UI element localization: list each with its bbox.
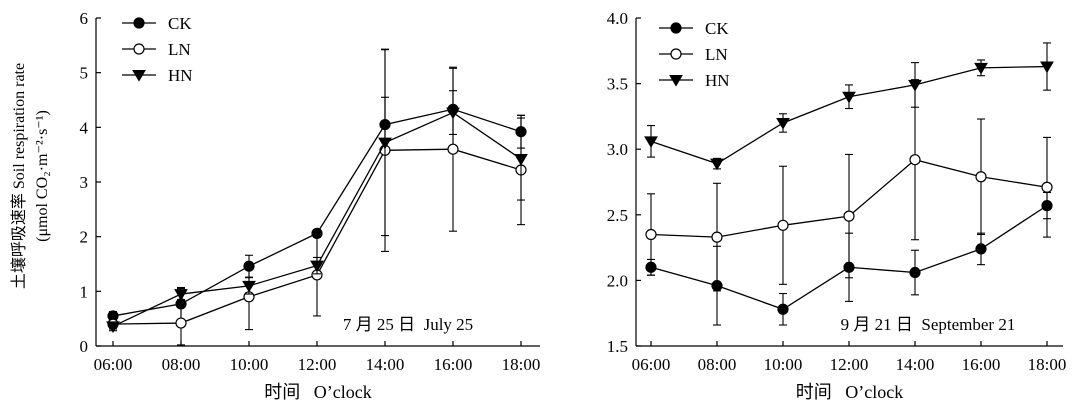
x-tick-label: 12:00 <box>298 355 337 374</box>
data-point <box>106 321 120 334</box>
data-point <box>175 317 187 329</box>
y-tick-label: 4 <box>80 118 89 137</box>
data-point <box>174 289 188 301</box>
data-point <box>446 107 460 120</box>
y-tick-label: 2.0 <box>607 271 628 290</box>
y-tick-label: 2.5 <box>607 206 628 225</box>
legend-marker <box>133 43 145 55</box>
legend-label: LN <box>168 40 191 59</box>
data-point <box>776 117 790 130</box>
y-tick-label: 3 <box>80 173 89 192</box>
chart-panel-july: 0 1 2 3 4 5 6 06:00 08:00 10:00 12:00 14:00 16:00 18:… <box>80 9 541 402</box>
x-tick-label: 06:00 <box>94 355 133 374</box>
x-axis-title: 时间 O’clock <box>796 382 903 402</box>
data-point <box>378 137 392 150</box>
legend-label: HN <box>705 71 730 90</box>
legend-marker <box>670 22 682 34</box>
data-point <box>974 62 988 75</box>
legend-item-ln: LN <box>659 45 728 64</box>
y-tick-label: 4.0 <box>607 9 628 28</box>
data-point <box>711 231 723 243</box>
y-tick-label: 5 <box>80 64 89 83</box>
y-tick-label: 0 <box>80 337 89 356</box>
legend-marker <box>669 75 683 87</box>
legend-marker <box>132 70 146 82</box>
data-point <box>242 280 256 293</box>
legend-marker <box>133 17 145 29</box>
data-point <box>310 260 324 273</box>
data-point <box>1041 181 1053 193</box>
legend-marker <box>670 48 682 60</box>
series-hn <box>106 49 528 334</box>
data-point <box>514 154 528 166</box>
data-point <box>843 210 855 222</box>
data-point <box>909 154 921 166</box>
y-tick-label: 3.5 <box>607 75 628 94</box>
x-tick-label: 12:00 <box>830 355 869 374</box>
series-ln <box>107 48 527 346</box>
x-tick-label: 16:00 <box>434 355 473 374</box>
x-tick-label: 18:00 <box>502 355 541 374</box>
legend-label: HN <box>168 66 193 85</box>
y-tick-label: 1.5 <box>607 337 628 356</box>
x-tick-label: 14:00 <box>896 355 935 374</box>
x-tick-label: 10:00 <box>764 355 803 374</box>
data-point <box>777 303 789 315</box>
y-axis-title-left: 土壤呼吸速率 Soil respiration rate <box>9 63 28 289</box>
data-point <box>909 266 921 279</box>
series-ln <box>645 79 1053 292</box>
x-axis-title: 时间 O’clock <box>264 382 371 402</box>
chart-panel-september: 1.5 2.0 2.5 3.0 3.5 4.0 06:00 08:00 10:00 12:00 14… <box>607 9 1067 402</box>
legend-label: CK <box>168 14 192 33</box>
x-tick-label: 10:00 <box>230 355 269 374</box>
y-tick-label: 6 <box>80 9 89 28</box>
legend-item-hn: HN <box>122 66 193 85</box>
legend: CK LN HN <box>122 14 193 85</box>
x-tick-label: 08:00 <box>162 355 201 374</box>
y-axis-unit-left: (μmol CO₂·m⁻²·s⁻¹) <box>34 110 51 242</box>
data-point <box>710 158 724 171</box>
y-tick-label: 1 <box>80 282 89 301</box>
date-annotation: 9 月 21 日 September 21 <box>841 315 1016 334</box>
data-point <box>644 136 658 149</box>
data-point <box>908 79 922 92</box>
data-point <box>975 171 987 183</box>
legend: CK LN HN <box>659 19 730 90</box>
data-point <box>975 243 987 255</box>
legend-label: LN <box>705 45 728 64</box>
series-hn <box>644 42 1054 171</box>
y-tick-label: 3.0 <box>607 140 628 159</box>
data-point <box>842 91 856 104</box>
legend-item-ck: CK <box>122 14 192 33</box>
x-tick-label: 06:00 <box>632 355 671 374</box>
data-point <box>447 143 459 155</box>
data-point <box>645 228 657 241</box>
x-tick-label: 16:00 <box>962 355 1001 374</box>
x-tick-label: 18:00 <box>1028 355 1067 374</box>
data-point <box>777 219 789 231</box>
legend-item-ck: CK <box>659 19 729 38</box>
x-tick-label: 14:00 <box>366 355 405 374</box>
legend-item-hn: HN <box>659 71 730 90</box>
legend-label: CK <box>705 19 729 38</box>
data-point <box>1040 61 1054 74</box>
y-tick-label: 2 <box>80 228 89 247</box>
legend-item-ln: LN <box>122 40 191 59</box>
date-annotation: 7 月 25 日 July 25 <box>343 315 473 334</box>
x-tick-label: 08:00 <box>698 355 737 374</box>
